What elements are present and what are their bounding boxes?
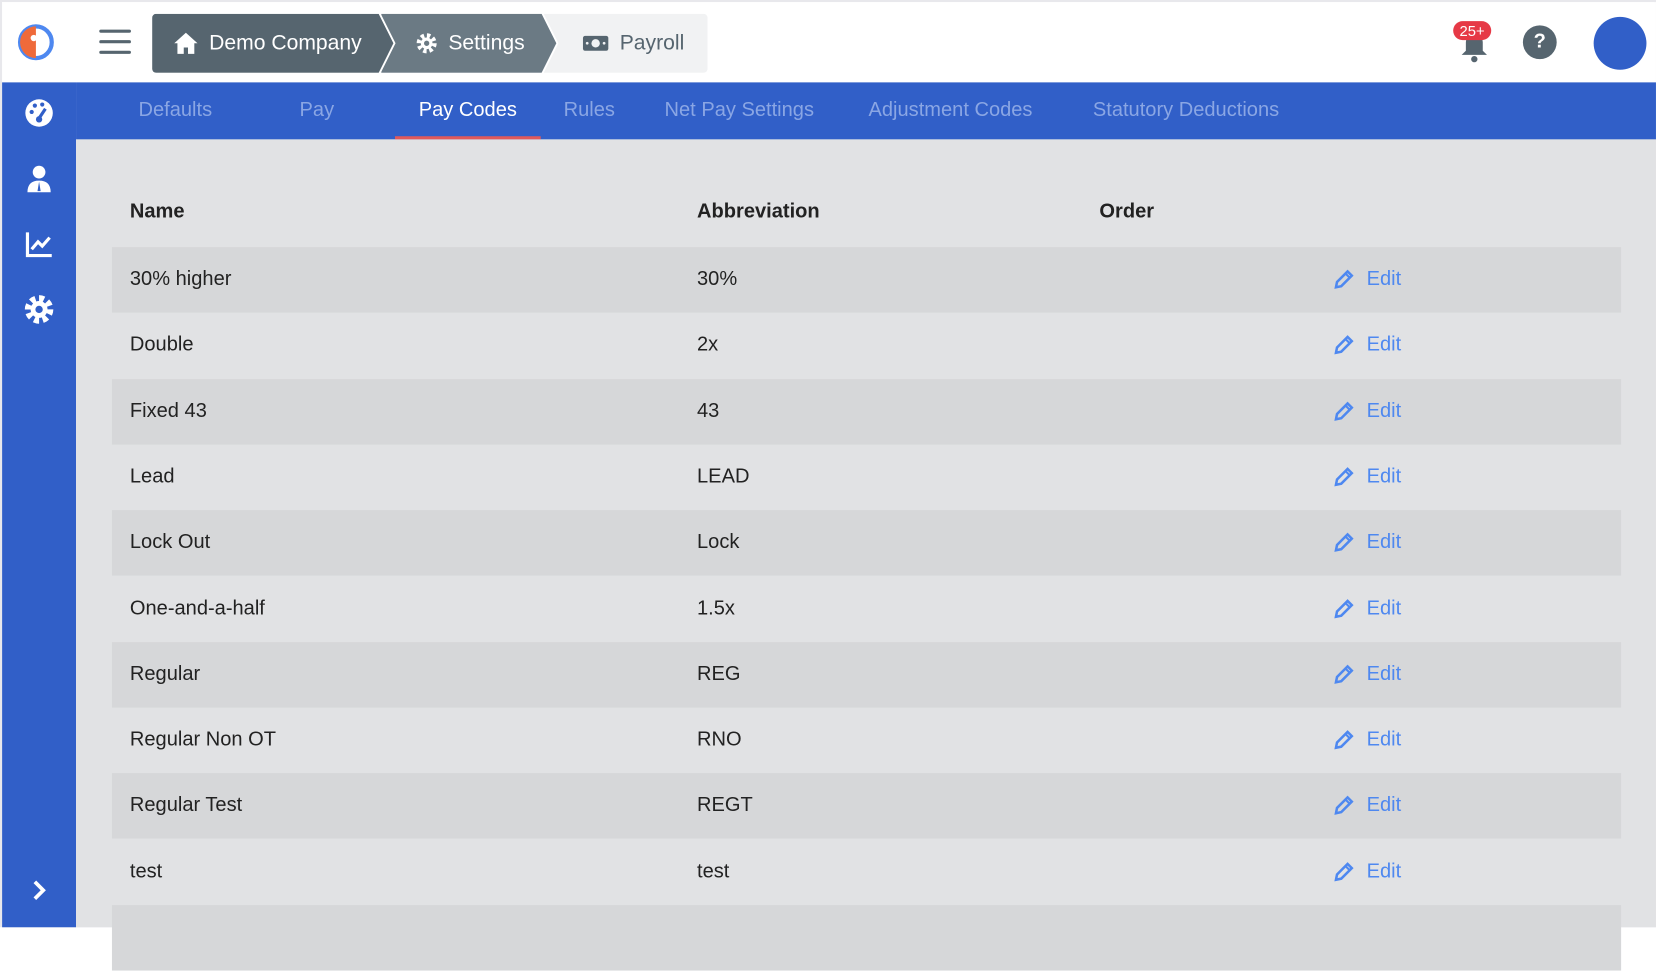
edit-button[interactable]: Edit: [1333, 247, 1401, 312]
sidebar: [2, 82, 77, 928]
cell-name: Regular Non OT: [129, 728, 277, 751]
cell-name: One-and-a-half: [129, 597, 265, 620]
cell-name: Fixed 43: [129, 399, 207, 423]
cell-abbreviation: 1.5x: [697, 597, 735, 620]
home-icon: [173, 32, 198, 55]
tab-defaults[interactable]: Defaults: [138, 99, 213, 122]
table-row-partial: [111, 905, 1622, 971]
cell-abbreviation: REG: [697, 663, 741, 686]
cell-abbreviation: 43: [697, 399, 720, 423]
breadcrumb-label: Demo Company: [209, 31, 362, 55]
edit-button[interactable]: Edit: [1333, 642, 1401, 707]
tab-net-pay-settings[interactable]: Net Pay Settings: [664, 99, 815, 122]
breadcrumb-label: Payroll: [619, 31, 685, 55]
cell-name: Regular Test: [129, 794, 243, 817]
edit-label: Edit: [1366, 334, 1402, 357]
breadcrumb: Demo Company Settings Payroll: [152, 13, 708, 73]
bell-icon: [1461, 35, 1487, 63]
gear-icon: [415, 32, 438, 55]
tab-adjustment-codes[interactable]: Adjustment Codes: [868, 99, 1033, 122]
notification-badge: 25+: [1453, 21, 1491, 41]
logo-icon[interactable]: [17, 23, 55, 61]
edit-button[interactable]: Edit: [1333, 510, 1401, 575]
edit-label: Edit: [1366, 597, 1402, 620]
table-row: Regular REG Edit: [111, 641, 1622, 708]
settings-gear-icon[interactable]: [23, 294, 55, 326]
table-row: Regular Test REGT Edit: [111, 773, 1622, 839]
reports-chart-icon[interactable]: [23, 228, 55, 260]
table-row: test test Edit: [112, 839, 1621, 904]
cell-abbreviation: LEAD: [697, 465, 750, 488]
cell-abbreviation: REGT: [697, 794, 753, 817]
pencil-icon: [1334, 598, 1354, 618]
table-row: Lock Out Lock Edit: [111, 510, 1622, 576]
edit-label: Edit: [1366, 728, 1402, 751]
cell-name: Regular: [129, 663, 201, 686]
edit-label: Edit: [1366, 268, 1402, 291]
expand-sidebar-chevron-icon[interactable]: [23, 874, 55, 906]
cell-name: 30% higher: [129, 268, 232, 291]
pencil-icon: [1334, 467, 1354, 487]
table-row: One-and-a-half 1.5x Edit: [112, 576, 1621, 641]
pay-codes-table: Name Abbreviation Order 30% higher 30% E…: [76, 139, 1656, 971]
tab-rules[interactable]: Rules: [563, 99, 615, 122]
pencil-icon: [1334, 730, 1354, 750]
edit-label: Edit: [1366, 399, 1402, 423]
money-icon: [582, 35, 609, 51]
cell-abbreviation: RNO: [697, 728, 742, 751]
cell-abbreviation: Lock: [697, 531, 740, 554]
table-row: Regular Non OT RNO Edit: [112, 708, 1621, 773]
edit-button[interactable]: Edit: [1333, 576, 1401, 641]
edit-label: Edit: [1366, 663, 1402, 686]
table-row: Double 2x Edit: [112, 313, 1621, 378]
edit-button[interactable]: Edit: [1333, 313, 1401, 378]
column-header-name: Name: [129, 200, 185, 223]
cell-name: test: [129, 860, 163, 883]
edit-label: Edit: [1366, 794, 1402, 817]
pencil-icon: [1334, 664, 1354, 684]
breadcrumb-demo-company[interactable]: Demo Company: [152, 14, 393, 73]
cell-name: Lock Out: [129, 531, 211, 554]
employees-icon[interactable]: [23, 163, 55, 195]
cell-abbreviation: 2x: [697, 334, 719, 357]
pencil-icon: [1334, 269, 1354, 289]
pencil-icon: [1334, 401, 1354, 421]
tab-pay-codes[interactable]: Pay Codes: [394, 82, 541, 140]
table-row: Fixed 43 43 Edit: [111, 378, 1622, 445]
edit-button[interactable]: Edit: [1333, 445, 1401, 510]
table-row: Lead LEAD Edit: [112, 445, 1621, 510]
breadcrumb-label: Settings: [448, 31, 525, 55]
help-button[interactable]: ?: [1522, 25, 1557, 60]
edit-label: Edit: [1366, 860, 1402, 883]
edit-button[interactable]: Edit: [1333, 773, 1401, 838]
cell-name: Double: [129, 334, 194, 357]
notifications-button[interactable]: 25+: [1451, 21, 1500, 63]
edit-button[interactable]: Edit: [1333, 379, 1401, 444]
breadcrumb-payroll[interactable]: Payroll: [543, 13, 708, 73]
user-avatar[interactable]: [1593, 16, 1647, 70]
column-header-order: Order: [1099, 200, 1155, 223]
column-header-abbreviation: Abbreviation: [697, 200, 820, 223]
pencil-icon: [1334, 861, 1354, 882]
tab-statutory-deductions[interactable]: Statutory Deductions: [1092, 99, 1280, 122]
pencil-icon: [1334, 795, 1354, 816]
edit-button[interactable]: Edit: [1333, 839, 1401, 904]
breadcrumb-settings[interactable]: Settings: [381, 14, 557, 73]
cell-abbreviation: 30%: [697, 268, 738, 291]
cell-abbreviation: test: [697, 860, 730, 883]
dashboard-icon[interactable]: [23, 97, 55, 129]
edit-button[interactable]: Edit: [1333, 708, 1401, 773]
top-bar: Demo Company Settings Payroll 25+ ?: [2, 2, 1656, 83]
edit-label: Edit: [1366, 531, 1402, 554]
pencil-icon: [1334, 532, 1354, 553]
settings-tabs: Defaults Pay Classes Pay Codes Rules Net…: [76, 82, 1656, 178]
cell-name: Lead: [129, 465, 175, 488]
pencil-icon: [1334, 335, 1354, 355]
menu-toggle-button[interactable]: [99, 29, 131, 55]
table-row: 30% higher 30% Edit: [111, 247, 1622, 313]
edit-label: Edit: [1366, 465, 1402, 488]
tab-pay-classes[interactable]: Pay Classes: [281, 99, 352, 178]
